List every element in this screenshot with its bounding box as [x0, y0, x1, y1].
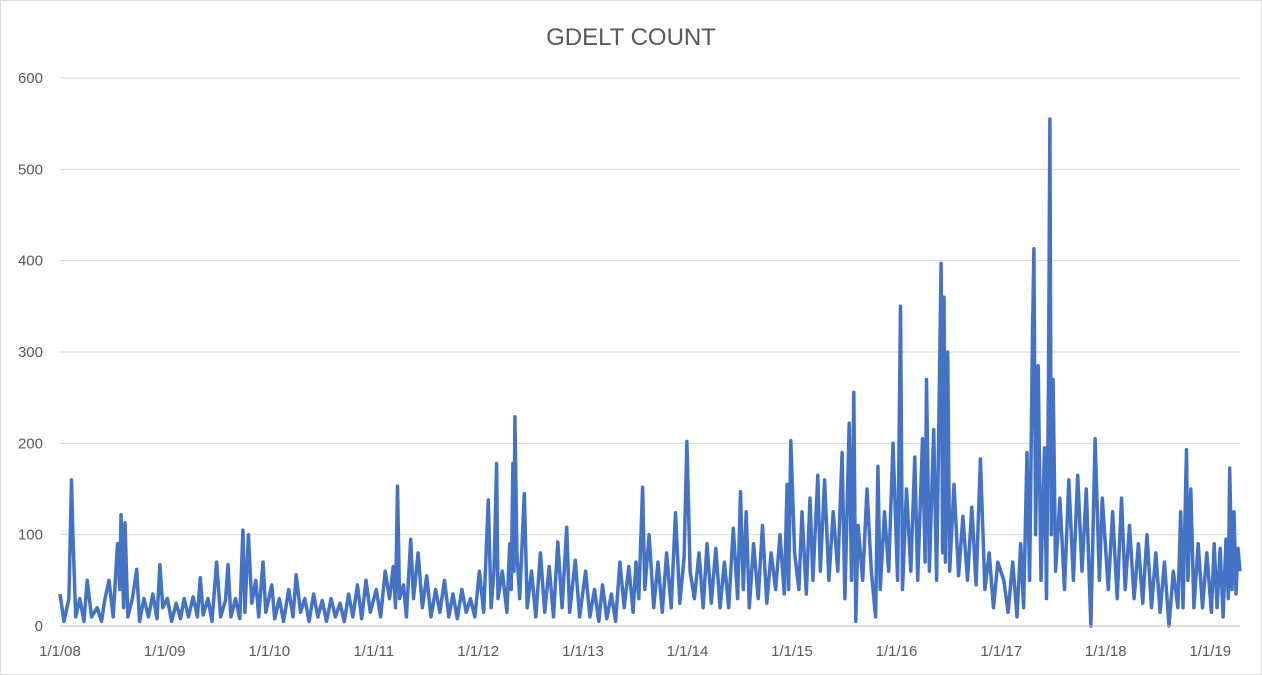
y-tick-label: 0 [35, 618, 43, 635]
x-axis-ticks: 1/1/08 1/1/09 1/1/10 1/1/11 1/1/12 1/1/13 1/1/… [39, 643, 1231, 660]
x-tick-label: 1/1/09 [144, 643, 186, 660]
series-line-0 [58, 117, 1242, 628]
x-tick-label: 1/1/16 [876, 643, 918, 660]
chart-title: GDELT COUNT [546, 24, 716, 51]
x-tick-label: 1/1/12 [457, 643, 499, 660]
y-tick-label: 300 [18, 344, 43, 361]
y-tick-label: 500 [18, 161, 43, 178]
gridlines [60, 77, 1240, 536]
x-tick-label: 1/1/14 [667, 643, 709, 660]
series-layer [58, 117, 1242, 628]
x-tick-label: 1/1/08 [39, 643, 81, 660]
x-tick-label: 1/1/18 [1085, 643, 1127, 660]
x-tick-label: 1/1/11 [353, 643, 394, 660]
y-axis-ticks: 0 100 200 300 400 500 600 [18, 70, 43, 635]
x-tick-label: 1/1/10 [248, 643, 290, 660]
x-tick-label: 1/1/15 [771, 643, 813, 660]
y-tick-label: 400 [18, 253, 43, 270]
y-tick-label: 200 [18, 435, 43, 452]
y-tick-label: 100 [18, 527, 43, 544]
x-tick-label: 1/1/13 [562, 643, 604, 660]
x-tick-label: 1/1/19 [1189, 643, 1231, 660]
x-tick-label: 1/1/17 [980, 643, 1022, 660]
y-tick-label: 600 [18, 70, 43, 87]
